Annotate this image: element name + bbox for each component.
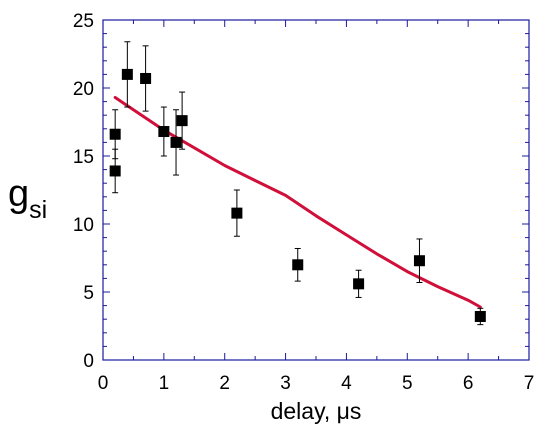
- x-tick-label: 6: [463, 373, 474, 394]
- y-axis: 0 5 10 15 20 25: [73, 11, 529, 372]
- x-axis: 0 1 2 3 4 5 6 7: [98, 20, 535, 394]
- x-tick-label: 1: [159, 373, 170, 394]
- y-tick-label: 20: [73, 79, 94, 100]
- square-marker: [121, 68, 133, 80]
- data-point: [170, 109, 182, 176]
- x-tick-label: 3: [280, 373, 291, 394]
- svg-text:gsi: gsi: [8, 173, 47, 224]
- y-axis-title-subscript: si: [29, 196, 47, 224]
- data-point: [109, 148, 121, 194]
- y-axis-title: gsi: [8, 173, 47, 224]
- x-tick-label: 5: [402, 373, 413, 394]
- square-marker: [109, 165, 121, 177]
- plot-frame: [102, 19, 530, 361]
- square-marker: [292, 259, 304, 271]
- data-point: [158, 106, 170, 157]
- square-marker: [158, 126, 170, 138]
- y-tick-label: 5: [83, 283, 94, 304]
- data-points-layer: [109, 41, 486, 326]
- y-tick-label: 25: [73, 11, 94, 32]
- y-tick-label: 0: [83, 351, 94, 372]
- x-tick-label: 2: [219, 373, 230, 394]
- y-tick-label: 15: [73, 147, 94, 168]
- square-marker: [109, 128, 121, 140]
- data-point: [292, 247, 304, 282]
- x-tick-label: 4: [341, 373, 352, 394]
- data-point: [176, 91, 188, 150]
- square-marker: [353, 278, 365, 290]
- square-marker: [170, 136, 182, 148]
- square-marker: [176, 115, 188, 127]
- data-point: [413, 238, 425, 283]
- x-tick-label: 0: [98, 373, 109, 394]
- square-marker: [231, 207, 243, 219]
- data-point: [121, 41, 133, 108]
- data-point: [474, 307, 486, 326]
- y-tick-label: 10: [73, 215, 94, 236]
- data-point: [231, 189, 243, 237]
- y-axis-title-main: g: [8, 173, 29, 215]
- square-marker: [413, 255, 425, 267]
- x-axis-title: delay, μs: [271, 398, 362, 424]
- square-marker: [474, 310, 486, 322]
- data-point: [140, 45, 152, 112]
- data-point: [353, 269, 365, 298]
- square-marker: [140, 72, 152, 84]
- x-tick-label: 7: [524, 373, 535, 394]
